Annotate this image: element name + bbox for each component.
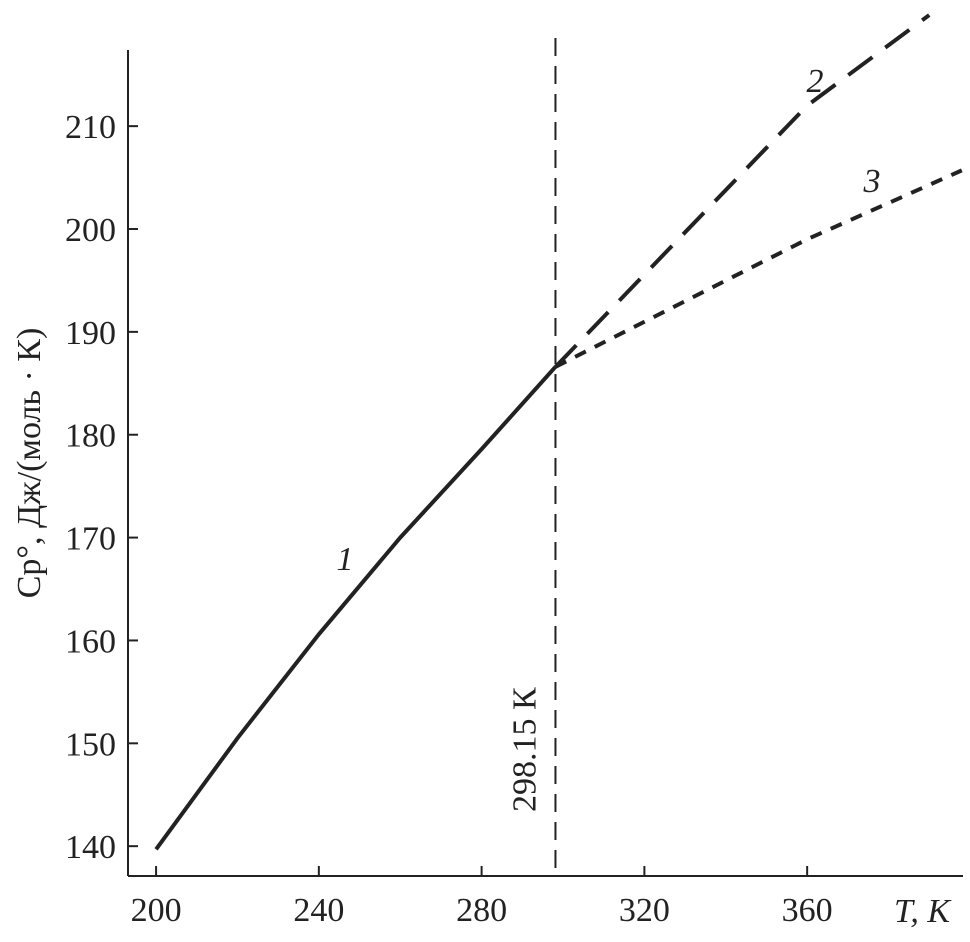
y-tick-label: 170	[65, 521, 116, 558]
line-series	[554, 13, 931, 369]
y-tick-label: 140	[65, 829, 116, 866]
line-series	[154, 365, 557, 851]
y-axis-label: Cp°, Дж/(моль · К)	[11, 328, 48, 599]
x-tick-label: 360	[782, 892, 833, 929]
x-tick-label: 240	[293, 892, 344, 929]
y-tick-label: 200	[65, 212, 116, 249]
reference-label: 298.15 К	[506, 687, 543, 812]
line-series	[554, 168, 963, 369]
x-axis-label: T, К	[894, 893, 952, 930]
series-label: 3	[863, 163, 881, 200]
series-label: 2	[807, 63, 824, 100]
x-tick-label: 280	[456, 892, 507, 929]
y-tick-label: 190	[65, 315, 116, 352]
y-tick-label: 180	[65, 418, 116, 455]
y-tick-label: 160	[65, 623, 116, 660]
x-tick-label: 320	[619, 892, 670, 929]
series-label: 1	[337, 541, 354, 578]
y-tick-label: 210	[65, 109, 116, 146]
y-tick-label: 150	[65, 726, 116, 763]
x-tick-label: 200	[131, 892, 182, 929]
